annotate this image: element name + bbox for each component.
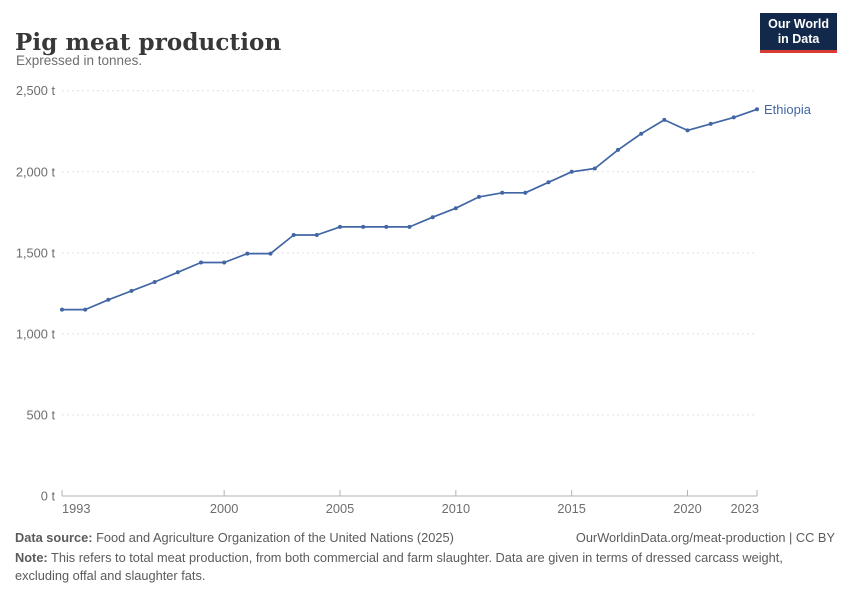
- data-point[interactable]: [129, 288, 134, 293]
- note-label: Note:: [15, 550, 48, 566]
- data-point[interactable]: [268, 251, 273, 256]
- data-point[interactable]: [430, 215, 435, 220]
- x-axis-tick-label: 2020: [673, 501, 701, 516]
- y-axis-tick-label: 0 t: [41, 489, 56, 504]
- x-axis-tick-label: 2005: [326, 501, 354, 516]
- owid-logo-line2: in Data: [777, 32, 820, 46]
- owid-logo-line1: Our World: [768, 17, 829, 31]
- data-point[interactable]: [199, 260, 203, 265]
- data-point[interactable]: [500, 190, 505, 195]
- x-axis-tick-label: 2015: [557, 501, 585, 516]
- note-text: This refers to total meat production, fr…: [15, 550, 783, 583]
- data-point[interactable]: [731, 115, 736, 120]
- y-axis-tick-label: 2,500 t: [16, 83, 56, 98]
- data-point[interactable]: [639, 131, 644, 136]
- data-point[interactable]: [222, 260, 227, 265]
- data-point[interactable]: [175, 270, 180, 275]
- data-point[interactable]: [546, 180, 551, 185]
- y-axis-tick-label: 2,000 t: [16, 164, 56, 179]
- data-point[interactable]: [477, 194, 481, 199]
- chart-title: Pig meat production: [15, 29, 282, 57]
- data-point[interactable]: [83, 307, 88, 312]
- data-point[interactable]: [453, 206, 458, 211]
- data-point[interactable]: [106, 297, 111, 302]
- data-source-label: Data source:: [15, 530, 93, 545]
- note-line: Note: This refers to total meat producti…: [15, 549, 835, 584]
- x-axis-tick-label: 2023: [731, 501, 759, 516]
- trend-line[interactable]: [62, 108, 758, 311]
- data-source-line: Data source: Food and Agriculture Organi…: [15, 529, 454, 546]
- data-point[interactable]: [245, 251, 250, 256]
- chart-subtitle: Expressed in tonnes.: [16, 53, 143, 68]
- data-point[interactable]: [152, 280, 157, 284]
- data-point[interactable]: [685, 128, 690, 133]
- data-point[interactable]: [616, 147, 620, 152]
- data-point[interactable]: [291, 233, 296, 237]
- owid-logo[interactable]: Our World in Data: [760, 13, 837, 53]
- data-point[interactable]: [569, 169, 574, 174]
- series-end-label[interactable]: Ethiopia: [764, 102, 812, 117]
- x-axis-tick-label: 1993: [62, 501, 90, 516]
- citation-link[interactable]: OurWorldinData.org/meat-production | CC …: [575, 530, 835, 545]
- data-point[interactable]: [384, 224, 389, 229]
- x-axis-tick-label: 2000: [210, 501, 238, 516]
- chart-footer: Data source: Food and Agriculture Organi…: [15, 529, 835, 584]
- data-point[interactable]: [338, 224, 342, 229]
- data-point[interactable]: [314, 233, 319, 237]
- y-axis-tick-label: 500 t: [27, 407, 56, 422]
- data-point[interactable]: [708, 121, 713, 126]
- y-axis-tick-label: 1,500 t: [16, 245, 56, 260]
- data-point[interactable]: [755, 107, 759, 112]
- data-point[interactable]: [361, 224, 366, 229]
- data-point[interactable]: [407, 224, 412, 229]
- x-axis-tick-label: 2010: [442, 501, 470, 516]
- data-point[interactable]: [662, 117, 667, 122]
- data-point[interactable]: [60, 307, 64, 312]
- y-axis-tick-label: 1,000 t: [16, 326, 56, 341]
- data-source-text: Food and Agriculture Organization of the…: [92, 530, 454, 545]
- data-point[interactable]: [592, 166, 597, 171]
- data-point[interactable]: [523, 190, 528, 195]
